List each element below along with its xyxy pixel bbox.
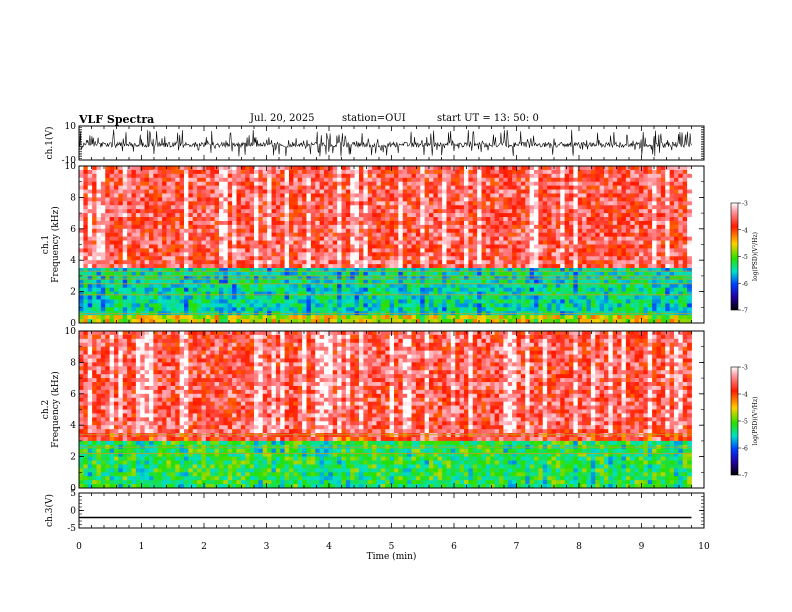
y-axis-label: ch.2 [41, 400, 51, 419]
y-tick-label: 2 [70, 453, 76, 463]
y-tick-label: 0 [70, 507, 76, 517]
y-tick-label: 0 [70, 484, 76, 494]
x-axis-label: Time (min) [367, 551, 417, 562]
y-axis-label: ch.1(V) [44, 127, 55, 160]
y-tick-label: 2 [70, 288, 76, 298]
y-tick-label: 10 [65, 327, 77, 337]
colorbar-tick-label: -4 [742, 392, 748, 399]
x-tick-label: 7 [514, 542, 520, 552]
x-tick-label: 6 [451, 542, 457, 552]
colorbar-tick-label: -5 [742, 254, 748, 261]
x-tick-label: 1 [139, 542, 145, 552]
x-tick-label: 5 [389, 542, 395, 552]
colorbar-ch2 [730, 366, 739, 476]
y-tick-label: 6 [70, 390, 76, 400]
y-axis-label: Frequency (kHz) [50, 371, 61, 448]
x-tick-label: 9 [639, 542, 645, 552]
y-tick-label: 5 [70, 489, 76, 499]
colorbar-tick-label: -6 [742, 446, 748, 453]
colorbar-tick-label: -7 [742, 473, 748, 480]
colorbar-tick-label: -5 [742, 419, 748, 426]
header-station: station=OUI [342, 113, 406, 124]
x-tick-label: 0 [76, 542, 82, 552]
y-tick-label: 4 [70, 421, 76, 431]
x-tick-label: 8 [576, 542, 582, 552]
spectrogram-ch1 [79, 166, 692, 324]
y-tick-label: -5 [67, 524, 76, 534]
x-tick-label: 2 [201, 542, 207, 552]
x-tick-label: 3 [264, 542, 270, 552]
x-tick-label: 10 [698, 542, 710, 552]
y-tick-label: 10 [65, 162, 77, 172]
colorbar-ch1 [730, 202, 739, 311]
panel-frame [78, 492, 705, 529]
ch1-waveform-trace [78, 129, 692, 157]
header-start-time: start UT = 13: 50: 0 [437, 113, 539, 124]
x-tick-label: 4 [326, 542, 332, 552]
y-tick-label: 10 [65, 122, 77, 132]
y-tick-label: 8 [70, 358, 76, 368]
y-tick-label: 8 [70, 193, 76, 203]
y-tick-label: 0 [70, 319, 76, 329]
colorbar-tick-label: -3 [742, 201, 748, 208]
y-axis-label: ch.3(V) [44, 494, 55, 527]
colorbar-label: log(PSD)(V²/Hz) [752, 232, 759, 281]
colorbar-label: log(PSD)(V²/Hz) [752, 397, 759, 446]
y-tick-label: 6 [70, 225, 76, 235]
y-tick-label: 4 [70, 256, 76, 266]
y-axis-label: Frequency (kHz) [50, 206, 61, 283]
colorbar-tick-label: -6 [742, 281, 748, 288]
colorbar-tick-label: -3 [742, 365, 748, 372]
colorbar-tick-label: -4 [742, 227, 748, 234]
header-date: Jul. 20, 2025 [250, 113, 315, 124]
y-axis-label: ch.1 [41, 235, 51, 254]
colorbar-tick-label: -7 [742, 308, 748, 315]
y-tick-label: -10 [62, 156, 77, 166]
chart-title: VLF Spectra [79, 113, 155, 126]
spectrogram-ch2 [79, 331, 692, 489]
